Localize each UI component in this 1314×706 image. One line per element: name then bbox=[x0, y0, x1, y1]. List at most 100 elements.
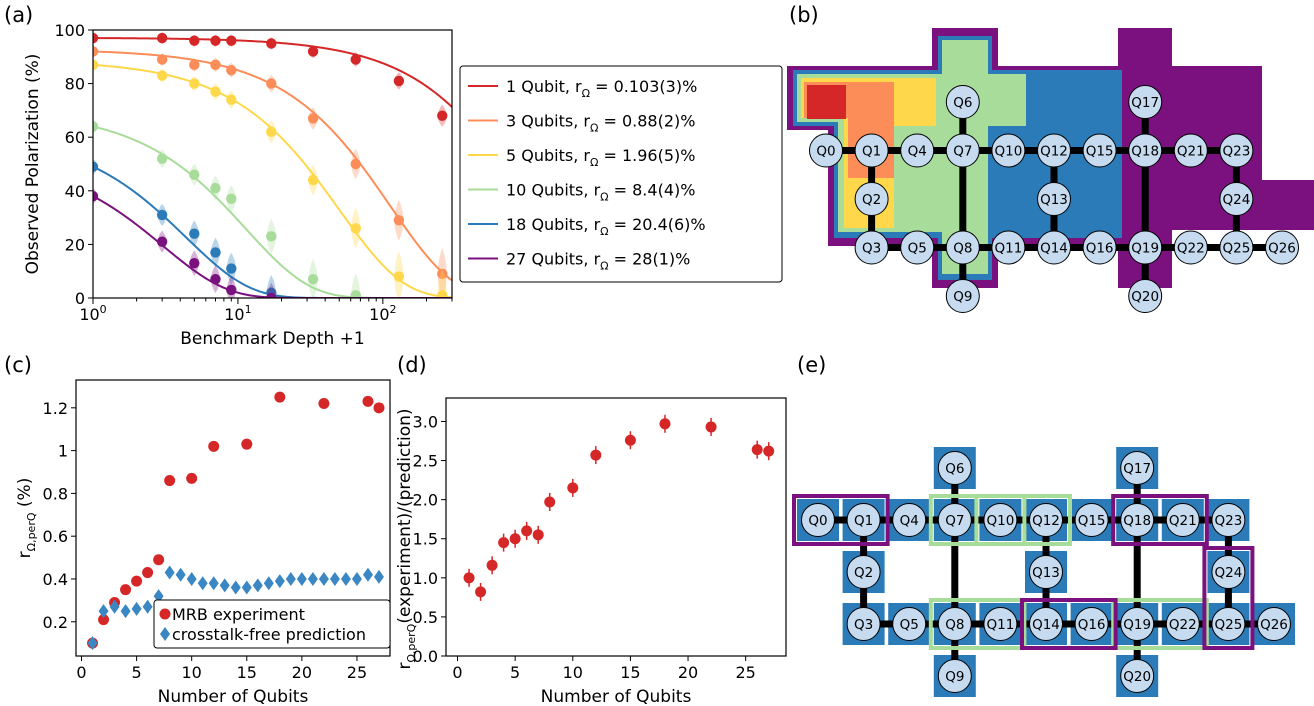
data-point bbox=[93, 46, 99, 57]
qubit-label: Q25 bbox=[1214, 617, 1242, 633]
qubit-label: Q22 bbox=[1169, 617, 1197, 633]
qubit-label: Q21 bbox=[1177, 144, 1205, 160]
qubit-node bbox=[1029, 607, 1063, 641]
data-point bbox=[263, 576, 274, 591]
legend-entry: 5 Qubits, rΩ = 1.96(5)% bbox=[506, 146, 695, 169]
data-point bbox=[93, 161, 99, 172]
qubit-node bbox=[846, 555, 881, 589]
data-point bbox=[307, 174, 319, 186]
data-point bbox=[590, 449, 602, 461]
qubit-label: Q10 bbox=[986, 513, 1014, 529]
pair-box-purple bbox=[1202, 546, 1255, 650]
y-axis-label: rΩ,perQ(experiment)/(prediction) bbox=[395, 408, 418, 669]
qubit-label: Q19 bbox=[1131, 241, 1159, 257]
axes-frame bbox=[75, 379, 391, 657]
qubit-node bbox=[846, 503, 881, 537]
data-point bbox=[98, 604, 109, 619]
data-point bbox=[189, 169, 200, 180]
legend-entry: 3 Qubits, rΩ = 0.88(2)% bbox=[506, 112, 695, 135]
data-point bbox=[156, 70, 168, 81]
data-point bbox=[156, 236, 168, 247]
qubit-label: Q14 bbox=[1032, 617, 1060, 633]
data-point bbox=[437, 110, 448, 121]
data-point bbox=[156, 153, 168, 164]
qubit-node bbox=[945, 133, 980, 168]
data-point bbox=[437, 290, 448, 298]
qubit-node bbox=[1037, 133, 1071, 168]
panel-a-legend: 1 Qubit, rΩ = 0.103(3)% 3 Qubits, rΩ = 0.… bbox=[459, 65, 783, 283]
violin bbox=[437, 267, 447, 298]
y-tick-label: 0.6 bbox=[43, 527, 68, 546]
qubit-label: Q8 bbox=[953, 241, 972, 257]
qubit-label: Q2 bbox=[862, 192, 881, 208]
y-tick-label: 40 bbox=[65, 182, 85, 201]
data-point bbox=[751, 444, 763, 456]
data-point bbox=[120, 584, 132, 596]
qubit-node bbox=[1029, 503, 1063, 537]
qubit-label: Q10 bbox=[994, 144, 1022, 160]
qubit-node bbox=[1257, 607, 1291, 641]
data-point bbox=[210, 182, 221, 194]
qubit-label: Q14 bbox=[1040, 241, 1068, 257]
data-point bbox=[164, 565, 175, 580]
legend-box bbox=[153, 599, 391, 649]
qubit-label: Q18 bbox=[1131, 144, 1159, 160]
qubit-label: Q26 bbox=[1260, 617, 1288, 633]
data-point bbox=[142, 599, 153, 614]
qubit-node bbox=[809, 133, 843, 168]
data-point bbox=[175, 567, 186, 582]
qubit-label: Q2 bbox=[854, 565, 873, 581]
data-point bbox=[226, 193, 237, 205]
data-point bbox=[350, 54, 361, 65]
qubit-node bbox=[1082, 230, 1117, 265]
data-point bbox=[296, 571, 307, 586]
qubit-label: Q5 bbox=[908, 241, 927, 257]
qubit-label: Q6 bbox=[953, 95, 972, 111]
qubit-node bbox=[945, 279, 980, 313]
pair-box-green bbox=[928, 598, 1027, 650]
qubit-node bbox=[1219, 133, 1254, 168]
legend-entry: MRB experiment bbox=[172, 605, 305, 624]
qubit-label: Q23 bbox=[1214, 513, 1242, 529]
qubit-node bbox=[1120, 607, 1155, 641]
x-tick-label: 101 bbox=[224, 303, 251, 324]
region-1-qubit bbox=[807, 85, 846, 119]
x-tick-label: 25 bbox=[347, 663, 367, 682]
data-point bbox=[208, 440, 220, 452]
qubit-node bbox=[1165, 503, 1200, 537]
qubit-node bbox=[1165, 607, 1200, 641]
data-point bbox=[189, 35, 200, 46]
data-point bbox=[226, 35, 237, 46]
y-tick-label: 3.0 bbox=[413, 412, 438, 431]
x-tick-label: 10 bbox=[563, 663, 583, 682]
data-point bbox=[186, 472, 198, 484]
data-point bbox=[486, 559, 498, 571]
pair-box-purple bbox=[1111, 494, 1209, 546]
data-point bbox=[189, 78, 200, 89]
qubit-node bbox=[854, 230, 889, 265]
qubit-label: Q18 bbox=[1123, 513, 1151, 529]
legend-marker bbox=[160, 627, 170, 641]
qubit-node bbox=[937, 451, 972, 485]
data-point bbox=[189, 59, 200, 71]
qubit-node bbox=[1029, 555, 1063, 589]
panel-b-qubit-map: Q0 Q1 Q2 Q3 Q4 Q5 Q6 Q7 Q8 Q9 Q10 Q11 Q12 Q13 Q14 Q15 Q1… bbox=[787, 28, 1314, 313]
x-axis-label: Benchmark Depth +1 bbox=[180, 329, 364, 349]
axes-frame bbox=[92, 29, 453, 299]
qubit-label: Q15 bbox=[1078, 513, 1106, 529]
panel-label-a: (a) bbox=[4, 3, 33, 27]
qubit-node bbox=[1074, 607, 1109, 641]
panel-c-scatter-plot: 0 5 10 15 20 25 0.2 0.4 0.6 0.8 1 1.2 Number of Qubi… bbox=[15, 379, 391, 706]
data-point bbox=[241, 580, 252, 595]
qubit-label: Q0 bbox=[816, 144, 835, 160]
data-point bbox=[252, 578, 263, 593]
data-point bbox=[340, 571, 351, 586]
qubit-label: Q3 bbox=[854, 617, 873, 633]
y-tick-label: 60 bbox=[65, 128, 85, 147]
data-point bbox=[285, 571, 296, 586]
data-point bbox=[266, 78, 277, 89]
data-point bbox=[350, 223, 361, 234]
qubit-label: Q9 bbox=[945, 669, 964, 685]
y-tick-label: 1.2 bbox=[43, 399, 68, 418]
